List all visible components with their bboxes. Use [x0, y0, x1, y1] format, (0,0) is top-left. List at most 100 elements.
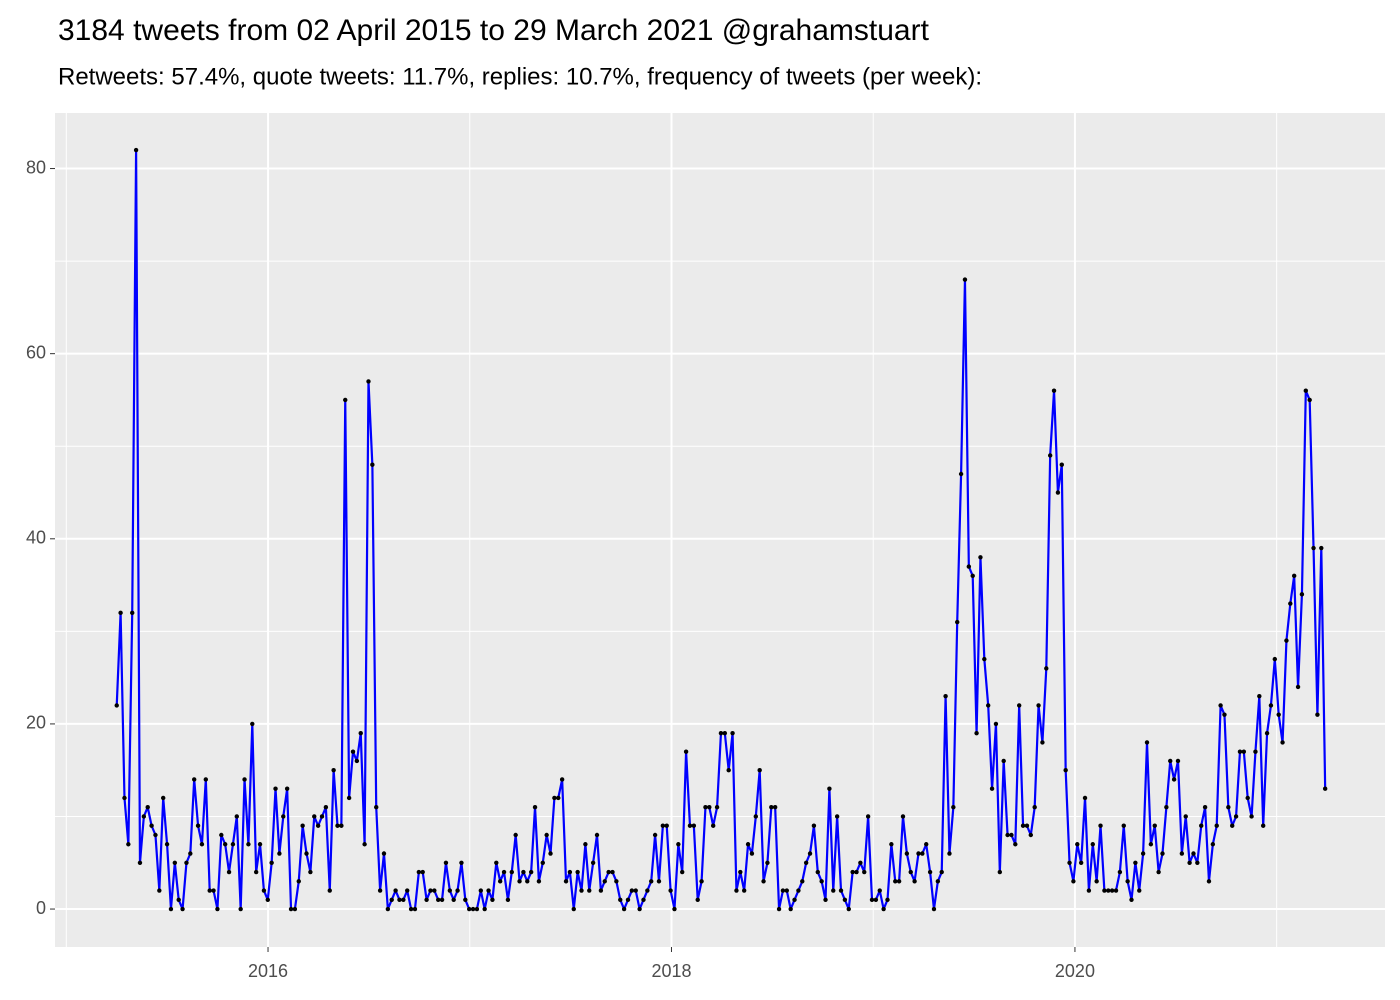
data-point: [339, 823, 344, 828]
data-point: [141, 814, 147, 819]
data-point: [490, 897, 495, 902]
data-point: [532, 805, 538, 810]
data-point: [668, 888, 673, 893]
data-point: [962, 277, 968, 282]
data-point: [292, 906, 298, 912]
data-point: [459, 860, 464, 865]
data-point: [691, 823, 697, 828]
data-point: [858, 860, 863, 865]
data-point: [323, 805, 329, 810]
data-point: [594, 832, 600, 838]
data-point: [377, 888, 383, 893]
data-point: [180, 906, 185, 912]
data-point: [982, 656, 987, 662]
data-point: [633, 888, 638, 893]
data-point: [800, 879, 805, 884]
data-point: [567, 869, 573, 875]
data-point: [931, 906, 937, 912]
data-point: [823, 897, 828, 902]
data-point: [1295, 684, 1301, 690]
data-point: [436, 897, 441, 902]
data-point: [819, 879, 824, 884]
data-point: [358, 730, 363, 736]
data-point: [645, 888, 650, 893]
data-point: [486, 888, 491, 893]
data-point: [792, 897, 797, 902]
data-point: [614, 879, 619, 884]
data-point: [1264, 730, 1270, 736]
data-point: [1144, 740, 1150, 745]
data-point: [927, 869, 933, 875]
data-point: [1020, 823, 1026, 828]
data-point: [1059, 462, 1064, 467]
data-point: [517, 879, 522, 884]
data-point: [308, 869, 313, 875]
data-point: [1268, 703, 1274, 708]
data-point: [943, 693, 948, 699]
data-point: [1075, 842, 1080, 847]
data-point: [374, 805, 379, 810]
data-point: [1241, 749, 1247, 754]
data-point: [1315, 712, 1320, 717]
data-point: [893, 879, 898, 884]
data-point: [1086, 888, 1092, 893]
data-point: [389, 897, 394, 902]
x-tick-label: 2016: [248, 961, 288, 981]
chart-title: 3184 tweets from 02 April 2015 to 29 Mar…: [58, 14, 930, 47]
data-point: [230, 842, 236, 847]
data-point: [1094, 879, 1099, 884]
data-point: [1051, 388, 1057, 393]
data-point: [978, 555, 983, 560]
data-point: [1322, 786, 1328, 791]
data-point: [908, 869, 913, 875]
y-tick-label: 60: [26, 342, 46, 362]
data-point: [1113, 888, 1119, 893]
data-point: [1001, 758, 1006, 764]
data-point: [769, 805, 774, 810]
data-point: [955, 619, 960, 625]
data-point: [288, 906, 294, 912]
data-point: [548, 851, 553, 856]
data-point: [1276, 712, 1281, 717]
data-point: [726, 768, 731, 773]
data-point: [869, 897, 875, 902]
data-point: [207, 888, 212, 893]
data-point: [1288, 601, 1293, 606]
data-point: [556, 795, 561, 801]
chart-subtitle: Retweets: 57.4%, quote tweets: 11.7%, re…: [58, 63, 982, 90]
data-point: [1016, 703, 1022, 708]
data-point: [842, 897, 848, 902]
data-point: [730, 730, 735, 736]
data-point: [745, 842, 751, 847]
data-point: [1272, 656, 1278, 662]
data-point: [153, 832, 158, 838]
data-point: [1082, 795, 1088, 801]
data-point: [494, 860, 499, 865]
data-point: [265, 897, 270, 902]
data-point: [912, 879, 917, 884]
data-point: [606, 869, 611, 875]
data-point: [1222, 712, 1227, 717]
data-point: [664, 823, 669, 828]
data-point: [195, 823, 201, 828]
data-point: [1009, 832, 1014, 838]
data-point: [273, 786, 278, 791]
data-point: [164, 842, 170, 847]
data-point: [432, 888, 437, 893]
data-point: [695, 897, 700, 902]
data-point: [478, 888, 484, 893]
data-point: [1171, 777, 1177, 782]
data-point: [1307, 397, 1312, 403]
data-point: [1214, 823, 1219, 828]
data-point: [850, 869, 855, 875]
data-point: [362, 842, 367, 847]
data-point: [970, 573, 975, 579]
data-point: [466, 906, 472, 912]
data-point: [575, 869, 580, 875]
data-point: [1299, 592, 1305, 597]
data-point: [590, 860, 596, 865]
data-point: [1175, 758, 1181, 764]
data-point: [428, 888, 433, 893]
y-tick-label: 0: [36, 898, 46, 918]
